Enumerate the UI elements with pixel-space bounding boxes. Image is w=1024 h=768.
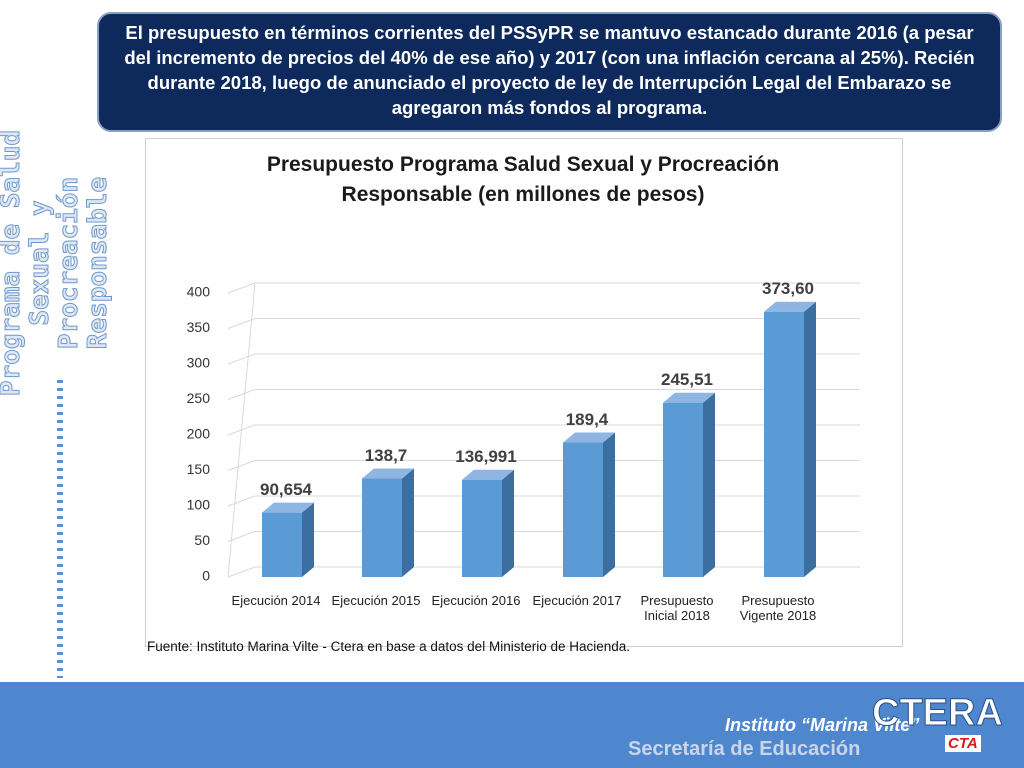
y-tick-label: 50 xyxy=(194,532,210,548)
bar-front xyxy=(563,442,603,577)
department: Secretaría de Educación xyxy=(628,738,861,760)
chart-panel xyxy=(145,138,903,647)
y-tick-label: 300 xyxy=(187,355,211,371)
bar-side xyxy=(603,432,615,577)
value-label: 136,991 xyxy=(455,447,516,466)
side-title-line: Responsable xyxy=(83,176,114,350)
bar-front xyxy=(462,479,502,577)
bar-side xyxy=(402,468,414,577)
side-title-line: Programa de Salud xyxy=(0,129,27,397)
bar-side xyxy=(302,502,314,577)
bar-front xyxy=(362,478,402,577)
grid-line xyxy=(227,495,860,507)
value-label: 189,4 xyxy=(566,410,609,429)
x-tick-label: Ejecución 2014 xyxy=(231,593,321,608)
bar-top xyxy=(462,469,514,480)
logo: CTERA xyxy=(872,692,1004,735)
x-tick-label: Ejecución 2015 xyxy=(331,593,421,608)
institute: Instituto “Marina Vilte” xyxy=(725,715,920,735)
bar-front xyxy=(262,512,302,577)
bar-top xyxy=(262,502,314,513)
footer-band xyxy=(0,682,1024,768)
bar xyxy=(663,392,715,577)
source: Fuente: Instituto Marina Vilte - Ctera e… xyxy=(147,639,631,654)
grid-line xyxy=(227,318,860,329)
bar-top xyxy=(362,468,414,479)
y-tick-label: 0 xyxy=(202,568,210,584)
logo: CTA xyxy=(945,735,981,752)
grid-line xyxy=(227,282,860,294)
bar-side xyxy=(804,301,816,577)
value-label: 373,60 xyxy=(762,279,814,298)
value-label: 138,7 xyxy=(365,446,408,465)
value-label: 245,51 xyxy=(661,370,713,389)
side-title: Programa de Salud Sexual y Procreación R… xyxy=(0,113,114,413)
y-tick-label: 400 xyxy=(187,284,211,300)
bar-front xyxy=(764,311,804,577)
chart-title: Presupuesto Programa Salud Sexual y Proc… xyxy=(266,153,780,206)
bar-top xyxy=(663,392,715,403)
bar xyxy=(764,301,816,577)
x-tick-label: Presupuesto Vigente 2018 xyxy=(739,593,817,623)
bar-side xyxy=(502,469,514,577)
y-tick-label: 250 xyxy=(187,390,211,406)
grid-line xyxy=(227,389,860,400)
bar xyxy=(563,432,615,577)
bar xyxy=(362,468,414,577)
grid-line xyxy=(227,353,860,365)
bar-top xyxy=(764,301,816,312)
bar xyxy=(462,469,514,577)
x-tick-label: Ejecución 2016 xyxy=(431,593,521,608)
header-box: El presupuesto en términos corrientes de… xyxy=(97,12,1002,132)
grid-line xyxy=(227,566,860,578)
y-tick-label: 350 xyxy=(187,319,211,335)
value-label: 90,654 xyxy=(260,480,313,499)
bar-top xyxy=(563,432,615,443)
grid-line xyxy=(227,424,860,436)
x-tick-label: Ejecución 2017 xyxy=(532,593,622,608)
y-tick-label: 100 xyxy=(187,497,211,513)
grid-line xyxy=(227,531,860,542)
bar-front xyxy=(663,402,703,577)
y-tick-label: 150 xyxy=(187,461,211,477)
side-title-line: Sexual y Procreación xyxy=(25,176,85,350)
bar xyxy=(262,502,314,577)
bar-side xyxy=(703,392,715,577)
y-tick-label: 200 xyxy=(187,426,211,442)
grid-line xyxy=(227,460,860,471)
x-tick-label: Presupuesto Inicial 2018 xyxy=(640,593,714,623)
